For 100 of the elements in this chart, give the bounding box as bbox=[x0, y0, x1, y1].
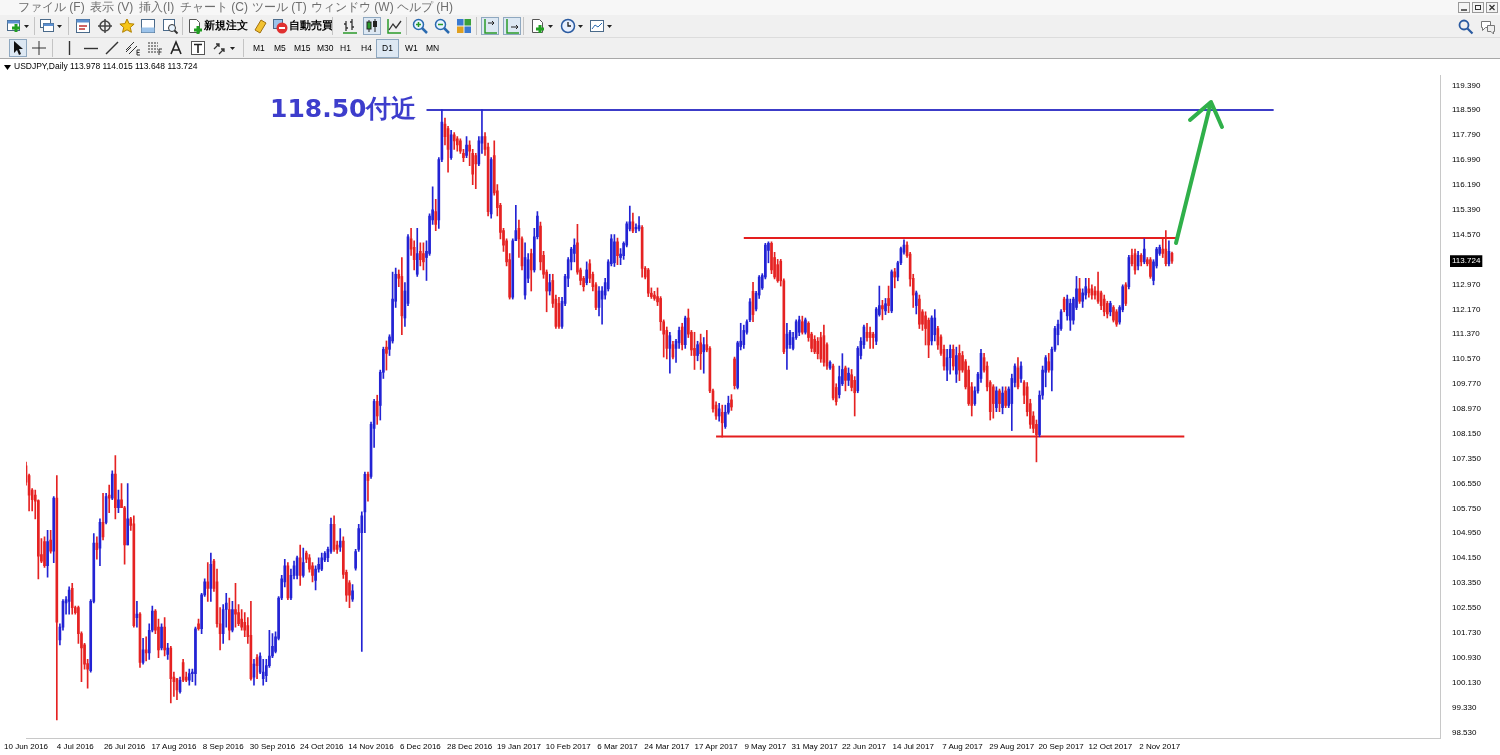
candlestick bbox=[422, 242, 425, 271]
candlestick bbox=[1004, 386, 1007, 408]
candlestick bbox=[1149, 257, 1152, 279]
text: 自動売買 bbox=[289, 19, 333, 32]
text: W1 bbox=[405, 42, 418, 55]
y-tick-label: 116.990 bbox=[1452, 155, 1481, 165]
candlestick bbox=[995, 386, 998, 412]
candlestick bbox=[351, 584, 354, 602]
candlestick bbox=[1109, 300, 1112, 317]
candlestick bbox=[696, 340, 699, 362]
candlestick bbox=[234, 583, 237, 628]
x-tick-label: 17 Apr 2017 bbox=[694, 742, 739, 752]
x-tick-label: 8 Sep 2016 bbox=[202, 742, 245, 752]
x-tick-label: 31 May 2017 bbox=[791, 742, 839, 752]
candlestick bbox=[197, 618, 200, 631]
candlestick bbox=[231, 601, 234, 633]
x-tick-label: 24 Oct 2016 bbox=[299, 742, 345, 752]
candlestick bbox=[107, 484, 111, 514]
y-tick-label: 108.970 bbox=[1452, 403, 1482, 413]
x-tick-label: 19 Jan 2017 bbox=[496, 742, 542, 752]
annotation: 118.50付近 bbox=[270, 94, 417, 124]
candlestick bbox=[228, 597, 231, 641]
candlestick bbox=[1001, 386, 1004, 415]
x-tick-label: 29 Aug 2017 bbox=[989, 742, 1035, 752]
y-tick-label: 111.370 bbox=[1452, 329, 1481, 339]
x-tick-label: 22 Jun 2017 bbox=[841, 742, 887, 752]
text: M1 bbox=[253, 42, 265, 55]
candlestick bbox=[206, 562, 210, 602]
candlestick bbox=[1115, 309, 1118, 327]
text: 新規注文 bbox=[204, 19, 248, 32]
text: D1 bbox=[376, 39, 399, 58]
candlestick bbox=[160, 623, 163, 651]
text: M5 bbox=[274, 42, 286, 55]
y-tick-label: 104.950 bbox=[1452, 528, 1482, 538]
candlestick bbox=[958, 344, 961, 381]
candlestick bbox=[844, 365, 847, 392]
x-tick-label: 4 Jul 2016 bbox=[56, 742, 95, 752]
x-tick-label: 28 Dec 2016 bbox=[446, 742, 493, 752]
y-tick-label: 101.730 bbox=[1452, 628, 1482, 638]
candlestick bbox=[1078, 277, 1081, 304]
candlestick bbox=[616, 237, 619, 265]
y-tick-label: 102.550 bbox=[1452, 602, 1482, 612]
candlestick bbox=[46, 530, 49, 578]
candlestick bbox=[43, 536, 46, 568]
text: ヘルプ (H) bbox=[397, 0, 453, 15]
y-tick-label: 112.170 bbox=[1452, 304, 1481, 314]
text: ツール (T) bbox=[252, 0, 307, 15]
y-tick-label: 103.350 bbox=[1452, 578, 1482, 588]
y-tick-label: 108.150 bbox=[1452, 429, 1482, 439]
text: MN bbox=[426, 42, 440, 55]
candlestick bbox=[733, 356, 736, 390]
x-tick-label: 9 May 2017 bbox=[744, 742, 787, 752]
y-tick-label: 105.750 bbox=[1452, 503, 1482, 513]
candlestick bbox=[1069, 298, 1072, 331]
candlestick bbox=[194, 626, 197, 686]
x-tick-label: 6 Mar 2017 bbox=[597, 742, 639, 752]
x-tick-label: 24 Mar 2017 bbox=[644, 742, 690, 752]
candlestick bbox=[881, 299, 884, 321]
candlestick bbox=[702, 337, 706, 374]
x-tick-label: 30 Sep 2016 bbox=[249, 742, 296, 752]
y-tick-label: 116.190 bbox=[1452, 179, 1481, 189]
candlestick bbox=[693, 331, 696, 370]
y-tick-label: 98.530 bbox=[1452, 727, 1478, 737]
candlestick bbox=[114, 455, 117, 520]
x-tick-label: 7 Aug 2017 bbox=[942, 742, 984, 752]
candlestick bbox=[419, 242, 422, 267]
candlestick bbox=[474, 153, 478, 190]
y-tick-label: 109.770 bbox=[1452, 378, 1482, 388]
x-tick-label: 14 Jul 2017 bbox=[892, 742, 935, 752]
candlestick bbox=[890, 269, 893, 314]
candlestick bbox=[998, 388, 1001, 412]
candlestick bbox=[918, 294, 921, 329]
chart-title: USDJPY,Daily 113.978 114.015 113.648 113.724 bbox=[14, 61, 198, 71]
text: 挿入(I) bbox=[139, 0, 175, 15]
y-tick-label: 118.590 bbox=[1452, 105, 1481, 115]
candlestick bbox=[884, 298, 887, 315]
x-tick-label: 6 Dec 2016 bbox=[399, 742, 442, 752]
text: M15 bbox=[294, 42, 311, 55]
candlestick bbox=[1112, 305, 1115, 323]
x-tick-label: 2 Nov 2017 bbox=[1139, 742, 1181, 752]
candlestick bbox=[804, 317, 807, 335]
candlestick bbox=[991, 384, 995, 419]
y-tick-label: 106.550 bbox=[1452, 478, 1482, 488]
y-tick-label: 117.790 bbox=[1452, 130, 1481, 140]
y-tick-label: 110.570 bbox=[1452, 354, 1481, 364]
candlestick bbox=[465, 136, 468, 158]
x-tick-label: 26 Jul 2016 bbox=[103, 742, 146, 752]
x-tick-label: 10 Jun 2016 bbox=[4, 742, 49, 752]
text: H1 bbox=[340, 42, 351, 55]
y-tick-label: 100.930 bbox=[1452, 653, 1482, 663]
candlestick bbox=[49, 530, 52, 554]
x-tick-label: 14 Nov 2016 bbox=[348, 742, 395, 752]
y-tick-label: 107.350 bbox=[1452, 453, 1482, 463]
y-tick-label: 99.330 bbox=[1452, 702, 1478, 712]
x-tick-label: 12 Oct 2017 bbox=[1088, 742, 1133, 752]
candlestick bbox=[613, 234, 616, 267]
x-tick-label: 10 Feb 2017 bbox=[545, 742, 592, 752]
y-tick-label: 114.570 bbox=[1452, 230, 1481, 240]
y-tick-label: 119.390 bbox=[1452, 80, 1481, 90]
text: ウィンドウ (W) bbox=[311, 0, 394, 15]
